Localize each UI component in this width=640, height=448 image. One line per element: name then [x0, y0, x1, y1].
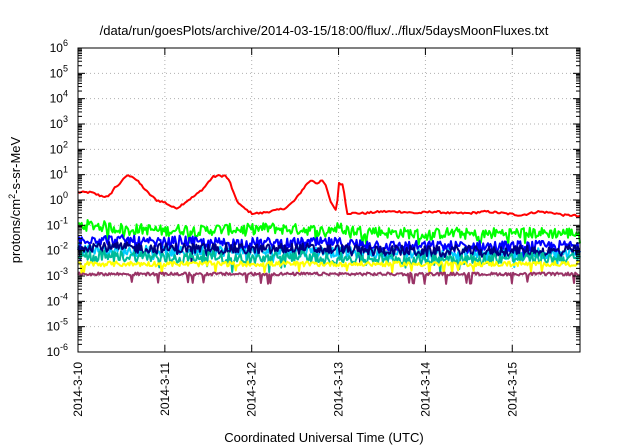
y-tick-label: 100 — [50, 190, 68, 207]
x-tick-label: 2014-3-11 — [158, 362, 172, 416]
x-tick-label: 2014-3-12 — [245, 362, 259, 417]
y-ticks: 10-6 10-5 10-4 10-3 10-2 10-1 100 101 102 103 104 1… — [47, 38, 580, 359]
y-tick-label: 102 — [50, 139, 68, 156]
series-line-1 — [77, 219, 581, 247]
y-axis-label-rest: -s-sr-MeV — [8, 136, 23, 193]
y-axis-label: protons/cm2-s-sr-MeV — [7, 136, 23, 263]
x-tick-label: 2014-3-13 — [332, 362, 346, 417]
grid-lines — [78, 48, 580, 352]
y-tick-label: 10-3 — [47, 266, 68, 283]
chart-title: /data/run/goesPlots/archive/2014-03-15/1… — [100, 23, 549, 38]
y-tick-label: 101 — [50, 165, 68, 182]
series-line-7 — [77, 271, 581, 285]
x-ticks: 2014-3-10 2014-3-11 2014-3-12 2014-3-13 2014… — [71, 48, 519, 417]
x-tick-label: 2014-3-15 — [505, 362, 519, 417]
series-lines — [77, 174, 581, 285]
y-tick-label: 10-4 — [47, 291, 68, 308]
y-axis-label-sup: 2 — [7, 194, 17, 199]
y-tick-label: 10-6 — [47, 342, 68, 359]
x-tick-label: 2014-3-14 — [418, 362, 432, 417]
y-axis-label-base: protons/cm — [8, 199, 23, 263]
y-tick-label: 106 — [50, 38, 68, 55]
y-tick-label: 103 — [50, 114, 68, 131]
plot-frame — [77, 47, 581, 353]
y-tick-label: 105 — [50, 63, 68, 80]
y-tick-label: 10-1 — [47, 215, 68, 232]
x-axis-label: Coordinated Universal Time (UTC) — [224, 430, 423, 445]
y-tick-label: 10-2 — [47, 241, 68, 258]
y-tick-label: 104 — [50, 89, 68, 106]
x-tick-label: 2014-3-10 — [71, 362, 85, 417]
y-tick-label: 10-5 — [47, 317, 68, 334]
series-line-0 — [77, 174, 581, 218]
series-line-5 — [77, 249, 581, 274]
